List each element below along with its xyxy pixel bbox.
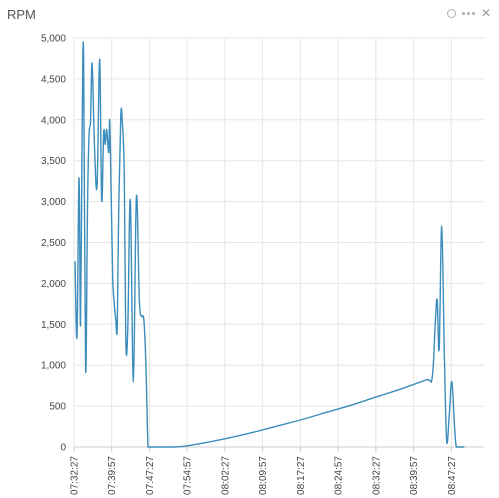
x-tick-label: 08:24:57 bbox=[334, 456, 345, 495]
x-tick-label: 08:39:57 bbox=[409, 456, 420, 495]
chart-title: RPM bbox=[7, 7, 36, 22]
y-tick-label: 1,500 bbox=[41, 320, 66, 331]
x-tick-label: 08:32:27 bbox=[371, 456, 382, 495]
y-tick-label: 0 bbox=[60, 443, 66, 454]
x-tick-label: 07:32:27 bbox=[70, 456, 81, 495]
circle-icon[interactable] bbox=[446, 8, 456, 18]
x-tick-label: 08:17:27 bbox=[296, 456, 307, 495]
y-tick-label: 2,000 bbox=[41, 279, 66, 290]
x-tick-label: 08:47:27 bbox=[447, 456, 458, 495]
x-tick-label: 07:39:57 bbox=[107, 456, 118, 495]
x-axis-ticks: 07:32:27 07:39:57 07:47:27 07:54:57 08:02:27… bbox=[70, 456, 458, 495]
rpm-series-line bbox=[74, 41, 465, 448]
panel-actions: ✕ bbox=[446, 6, 491, 20]
y-tick-label: 1,000 bbox=[41, 361, 66, 372]
y-tick-label: 4,500 bbox=[41, 74, 66, 85]
close-icon[interactable]: ✕ bbox=[480, 6, 491, 20]
y-tick-label: 3,000 bbox=[41, 197, 66, 208]
y-axis-ticks: 0 500 1,000 1,500 2,000 2,500 3,000 3,500 4,000 4… bbox=[41, 34, 66, 454]
x-tick-label: 08:09:57 bbox=[258, 456, 269, 495]
y-tick-label: 5,000 bbox=[41, 34, 66, 45]
x-tick-label: 08:02:27 bbox=[220, 456, 231, 495]
y-tick-label: 3,500 bbox=[41, 156, 66, 167]
y-tick-label: 500 bbox=[49, 402, 66, 413]
y-tick-label: 2,500 bbox=[41, 238, 66, 249]
more-icon[interactable] bbox=[461, 11, 475, 15]
y-tick-label: 4,000 bbox=[41, 115, 66, 126]
series-layer bbox=[74, 41, 465, 448]
x-tick-label: 07:54:57 bbox=[183, 456, 194, 495]
x-tick-label: 07:47:27 bbox=[145, 456, 156, 495]
